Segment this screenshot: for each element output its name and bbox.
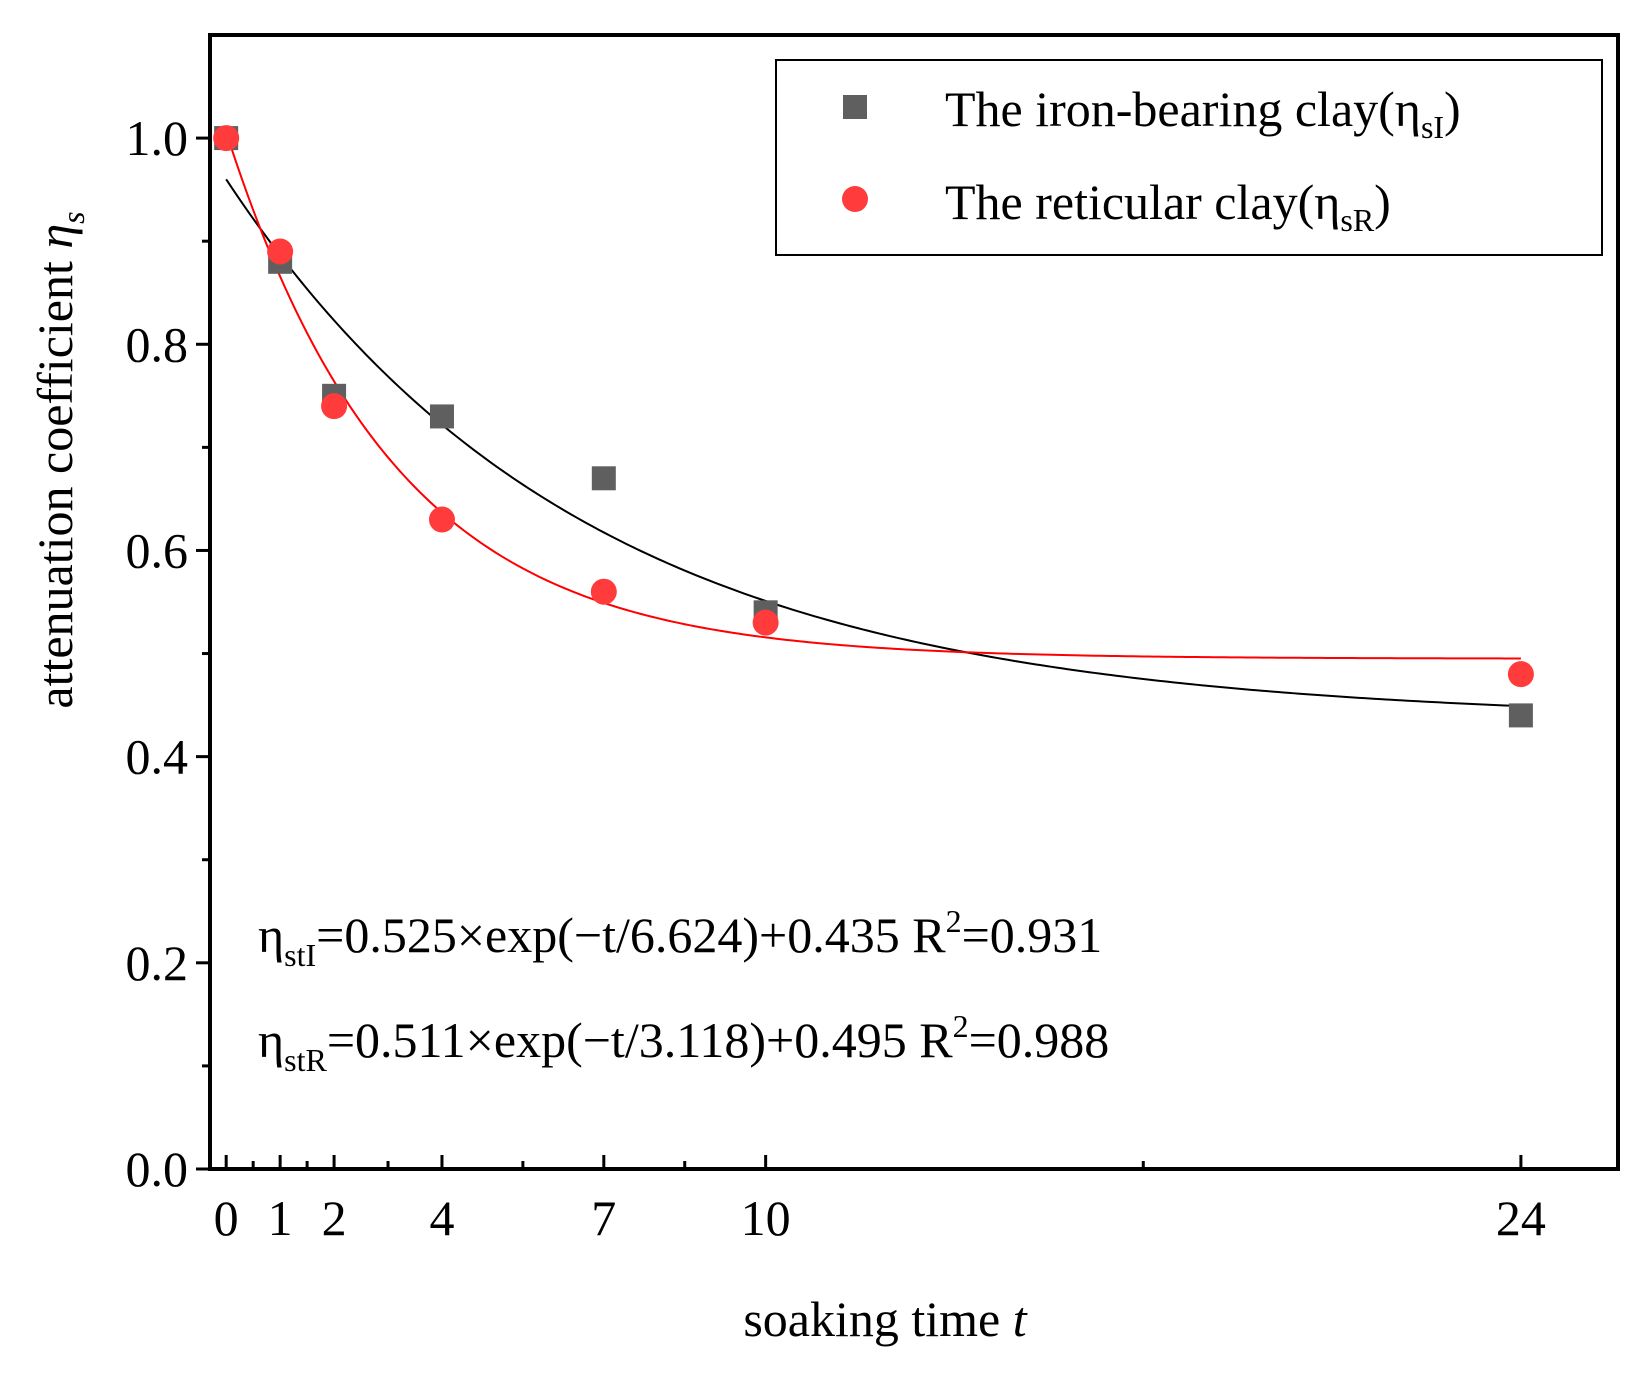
x-tick-label: 4 — [429, 1190, 454, 1246]
legend-marker-iron-bearing — [843, 95, 867, 119]
x-tick-label: 1 — [268, 1190, 293, 1246]
legend-label-reticular: The reticular clay(ηsR) — [945, 174, 1391, 238]
plot-frame — [208, 33, 1620, 1171]
y-axis-ticks: 0.0 0.2 0.4 0.6 0.8 1.0 — [126, 110, 210, 1197]
y-tick-label: 1.0 — [126, 110, 189, 166]
data-point-reticular — [428, 506, 455, 533]
x-tick-label: 10 — [741, 1190, 791, 1246]
data-point-reticular — [590, 578, 617, 605]
data-point-reticular — [752, 609, 779, 636]
y-axis-title: attenuation coefficient ηs — [27, 211, 91, 708]
x-tick-label: 24 — [1496, 1190, 1546, 1246]
y-tick-label: 0.8 — [126, 316, 189, 372]
fit-equation-iron-bearing: ηstI=0.525×exp(−t/6.624)+0.435 R2=0.931 — [258, 903, 1102, 973]
x-tick-label: 7 — [591, 1190, 616, 1246]
y-tick-label: 0.4 — [126, 729, 189, 785]
data-points — [213, 125, 1534, 728]
legend-box — [775, 59, 1603, 256]
data-point-iron-bearing — [429, 404, 454, 429]
data-point-reticular — [267, 238, 294, 265]
legend: The iron-bearing clay(ηsI) The reticular… — [775, 59, 1603, 256]
x-axis-title: soaking time t — [743, 1291, 1027, 1347]
fit-equation-reticular: ηstR=0.511×exp(−t/3.118)+0.495 R2=0.988 — [258, 1008, 1109, 1078]
fit-curve-iron-bearing — [225, 178, 1521, 708]
y-tick-label: 0.0 — [126, 1141, 189, 1197]
x-tick-label: 2 — [322, 1190, 347, 1246]
x-tick-label: 0 — [214, 1190, 239, 1246]
y-tick-label: 0.2 — [126, 935, 189, 991]
data-point-reticular — [213, 125, 240, 152]
data-point-reticular — [1507, 661, 1534, 688]
x-axis-ticks: 0 1 2 4 7 10 24 — [214, 1155, 1546, 1246]
data-point-iron-bearing — [591, 466, 616, 491]
fit-equations: ηstI=0.525×exp(−t/6.624)+0.435 R2=0.931 … — [258, 903, 1109, 1078]
y-tick-label: 0.6 — [126, 522, 189, 578]
legend-label-iron-bearing: The iron-bearing clay(ηsI) — [945, 81, 1461, 145]
data-point-reticular — [321, 393, 348, 420]
data-point-iron-bearing — [1508, 703, 1533, 728]
legend-marker-reticular — [842, 186, 868, 212]
